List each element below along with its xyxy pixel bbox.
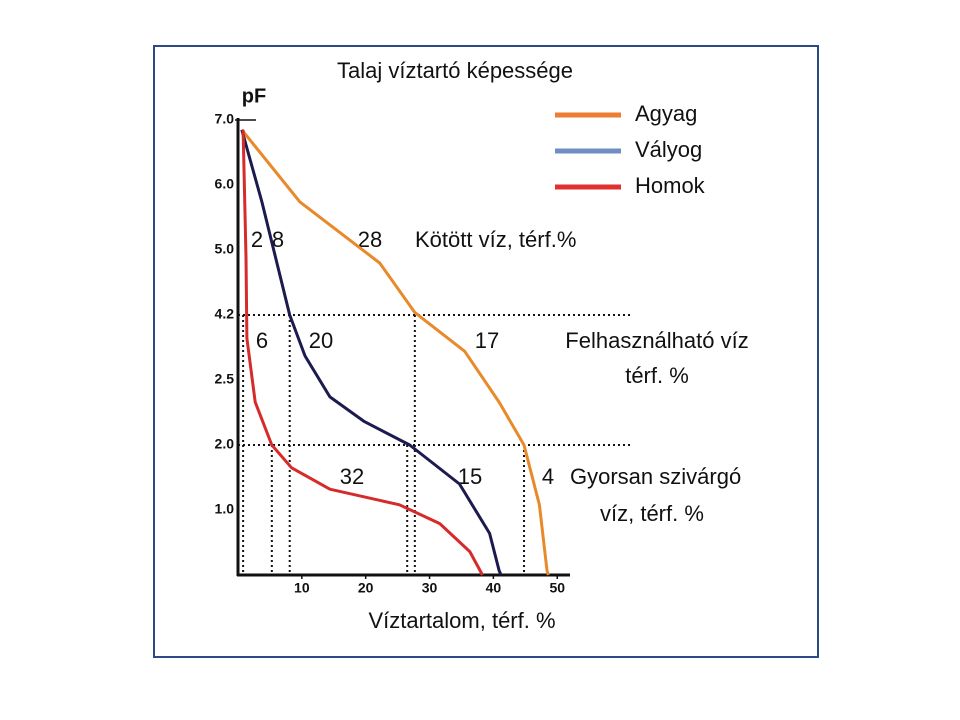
y-tick-label: 4.2 xyxy=(215,306,235,322)
zone-label: Kötött víz, térf.% xyxy=(415,227,576,252)
y-tick-label: 1.0 xyxy=(215,501,235,517)
series-line xyxy=(241,129,484,576)
legend-label: Agyag xyxy=(635,101,697,126)
x-tick-label: 40 xyxy=(486,580,502,596)
zone-value: 15 xyxy=(458,464,482,489)
frame xyxy=(153,45,819,658)
x-tick-label: 30 xyxy=(422,580,438,596)
y-tick-label: 2.0 xyxy=(215,436,235,452)
zone-value: 6 xyxy=(256,328,268,353)
x-tick-label: 10 xyxy=(294,580,310,596)
zone-value: 20 xyxy=(309,328,333,353)
zone-value: 8 xyxy=(272,227,284,252)
legend-label: Homok xyxy=(635,173,706,198)
y-tick-label: 2.5 xyxy=(215,371,235,387)
zone-value: 32 xyxy=(340,464,364,489)
y-tick-label: 5.0 xyxy=(215,241,235,257)
zone-value: 4 xyxy=(542,464,554,489)
zone-value: 2 xyxy=(251,227,263,252)
legend-label: Vályog xyxy=(635,137,702,162)
chart-title: Talaj víztartó képessége xyxy=(337,58,573,83)
x-tick-label: 50 xyxy=(549,580,565,596)
x-tick-label: 20 xyxy=(358,580,374,596)
y-tick-label: 7.0 xyxy=(215,111,235,127)
series-line xyxy=(240,128,550,576)
zone-label: térf. % xyxy=(625,363,689,388)
y-axis-label: pF xyxy=(242,85,266,107)
x-axis-label: Víztartalom, térf. % xyxy=(368,608,555,633)
zone-value: 17 xyxy=(475,328,499,353)
zone-label: Felhasználható víz xyxy=(565,328,748,353)
y-tick-label: 6.0 xyxy=(215,176,235,192)
zone-label: Gyorsan szivárgó xyxy=(570,464,741,489)
series-line xyxy=(240,129,503,576)
zone-label: víz, térf. % xyxy=(600,501,704,526)
